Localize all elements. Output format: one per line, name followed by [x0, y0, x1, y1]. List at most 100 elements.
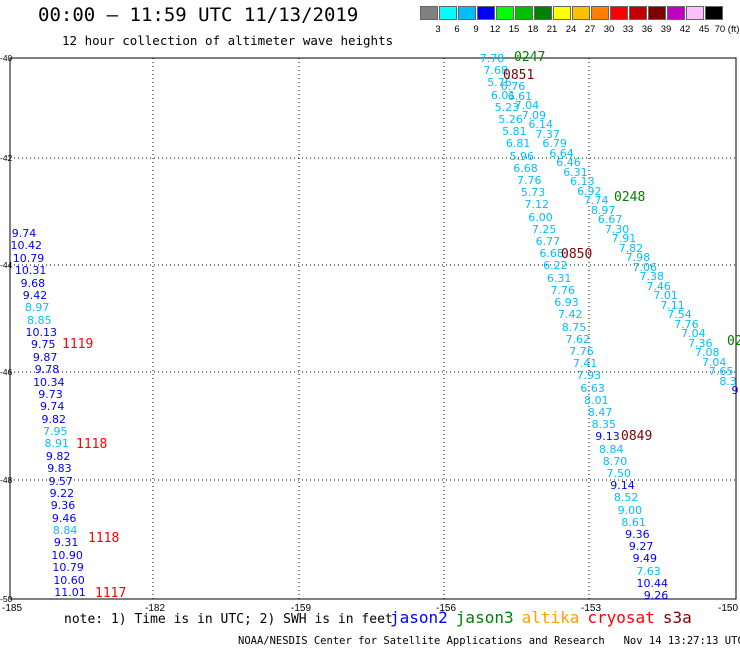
credit-line: NOAA/NESDIS Center for Satellite Applica…	[238, 635, 740, 647]
colorbar-swatch	[591, 6, 609, 20]
wave-height-value: 7.63	[636, 564, 661, 578]
colorbar-label: 33	[622, 24, 634, 35]
wave-height-value: 8.85	[26, 313, 52, 327]
colorbar-swatch	[534, 6, 552, 20]
wave-height-value: 6.67	[597, 213, 623, 226]
latitude-tick-label: -50	[0, 594, 13, 604]
wave-height-value: 8.61	[621, 515, 646, 529]
wave-height-value: 5.73	[520, 186, 546, 200]
wave-height-value: 7.76	[674, 317, 699, 331]
wave-height-value: 7.04	[681, 327, 706, 340]
wave-height-value: 10.34	[33, 375, 65, 389]
wave-height-value: 7.46	[646, 279, 671, 293]
wave-height-value: 9.75	[30, 338, 56, 352]
colorbar-label: 27	[584, 24, 596, 35]
latitude-tick-label: -48	[0, 475, 13, 485]
wave-height-value: 10.42	[10, 239, 42, 253]
wave-height-value: 5.81	[502, 125, 527, 139]
wave-height-value: 6.31	[546, 271, 572, 285]
wave-height-value: 8.70	[602, 454, 628, 468]
wave-height-value: 6.64	[549, 146, 574, 160]
wave-height-value: 7.93	[576, 369, 602, 383]
wave-height-value: 6.93	[554, 296, 579, 310]
wave-height-value: 9.46	[51, 511, 77, 525]
map-title: 00:00 – 11:59 UTC 11/13/2019	[38, 4, 359, 26]
wave-height-value: 7.95	[43, 425, 68, 439]
wave-height-value: 9.87	[32, 350, 58, 364]
longitude-tick-label: -185	[1, 603, 23, 614]
wave-height-value: 8.84	[599, 442, 624, 456]
wave-height-value: 9.73	[38, 387, 63, 401]
wave-height-value: 9.57	[48, 474, 73, 488]
legend-entry-altika: altika	[521, 608, 580, 627]
wave-height-value: 9	[731, 384, 739, 397]
longitude-tick-label: -153	[580, 603, 602, 614]
wave-height-value: 7.76	[550, 283, 576, 297]
wave-height-value: 9.49	[632, 552, 658, 566]
pass-time-label: 1118	[76, 437, 108, 452]
pass-time-label: 0851	[503, 68, 535, 83]
latitude-tick-label: -44	[0, 260, 13, 270]
wave-height-value: 7.76	[517, 174, 542, 188]
latitude-tick-label: -46	[0, 367, 13, 377]
wave-height-value: 10.13	[25, 326, 58, 340]
wave-height-value: 7.98	[625, 251, 651, 264]
wave-height-value: 9.83	[47, 462, 72, 476]
wave-height-value: 5.96	[509, 149, 535, 163]
wave-height-value: 8.35	[591, 418, 617, 432]
wave-height-value: 7.01	[653, 289, 678, 302]
wave-height-value: 7.04	[701, 355, 727, 369]
wave-height-value: 6.22	[543, 259, 568, 273]
wave-height-value: 6.13	[570, 175, 595, 188]
colorbar-label: 45	[698, 24, 710, 35]
wave-height-value: 8.84	[52, 524, 78, 538]
colorbar-label: 3	[435, 24, 441, 35]
wave-height-value: 9.36	[50, 499, 76, 513]
pass-time-label: 0248	[614, 190, 646, 205]
wave-height-value: 7.62	[565, 332, 590, 346]
colorbar-label: 12	[489, 24, 501, 35]
wave-height-value: 10.31	[14, 264, 47, 278]
wave-height-value: 8.75	[561, 320, 587, 334]
wave-height-value: 6.92	[577, 184, 602, 198]
longitude-tick-label: -159	[290, 603, 312, 614]
wave-height-value: 7.78	[479, 52, 505, 65]
wave-height-value: 7.37	[535, 127, 560, 141]
wave-height-value: 6.61	[507, 89, 533, 103]
wave-height-value: 7.06	[632, 260, 658, 274]
wave-height-value: 5.26	[498, 113, 523, 127]
colorbar-label: 24	[565, 24, 577, 35]
wave-height-value: 7.76	[569, 344, 594, 358]
colorbar-label: 39	[660, 24, 672, 35]
pass-time-label: 1119	[62, 337, 94, 352]
wave-height-value: 10.79	[12, 251, 45, 265]
colorbar-swatch	[686, 6, 704, 20]
wave-height-value: 7.08	[695, 346, 720, 359]
wave-height-value: 10.79	[52, 561, 84, 575]
colorbar-swatch	[648, 6, 666, 20]
latitude-tick-label: -40	[0, 53, 13, 63]
longitude-tick-label: -182	[144, 603, 166, 614]
colorbar-swatch	[439, 6, 457, 20]
colorbar-label: 18	[527, 24, 539, 35]
wave-height-value: 9.13	[595, 430, 620, 444]
wave-height-value: 7.04	[514, 99, 540, 112]
colorbar-swatch	[496, 6, 514, 20]
wave-height-value: 6.76	[500, 80, 526, 93]
wave-height-value: 8.97	[24, 301, 50, 315]
wave-height-value: 10.90	[51, 548, 83, 562]
wave-height-value: 7.09	[521, 108, 547, 122]
wave-height-value: 7.68	[483, 64, 508, 78]
colorbar-label: 21	[546, 24, 558, 35]
wave-height-value: 7.38	[639, 270, 665, 283]
plot-border	[9, 57, 737, 600]
wave-height-value: 9.14	[610, 479, 635, 493]
wave-height-value: 9.00	[617, 503, 643, 517]
wave-height-value: 7.42	[558, 308, 583, 322]
colorbar-swatch	[572, 6, 590, 20]
wave-height-value: 6.79	[542, 137, 567, 150]
wave-height-value: 7.25	[531, 222, 557, 236]
wave-height-value: 6.46	[556, 156, 581, 169]
wave-height-value: 6.81	[505, 137, 531, 151]
